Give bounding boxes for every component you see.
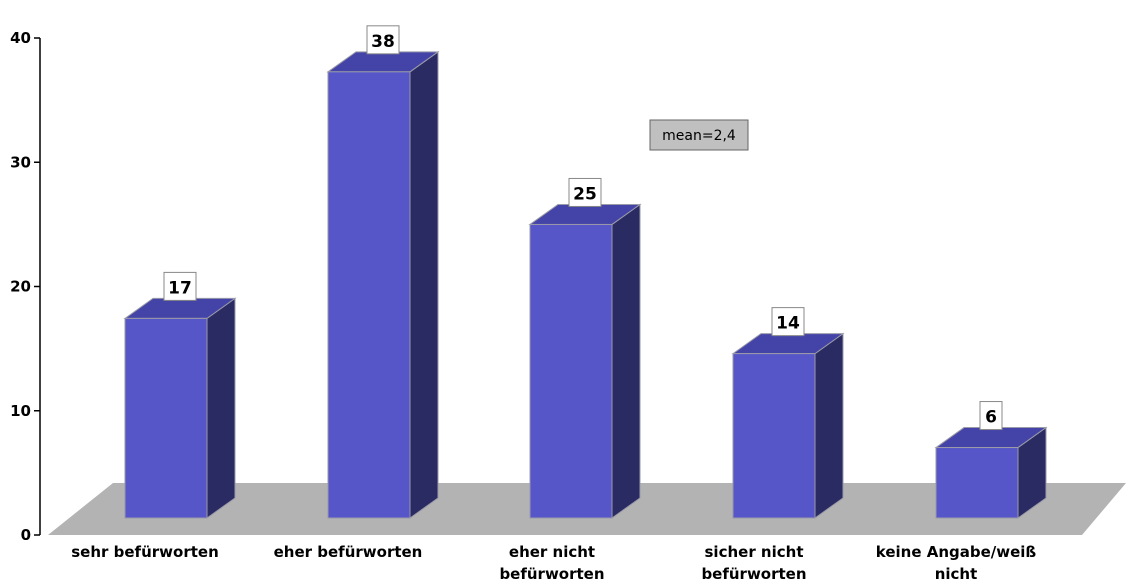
- x-category-label: sicher nicht befürworten: [701, 543, 806, 583]
- bar-front: [529, 223, 613, 519]
- bar: 6: [934, 401, 1048, 519]
- bar: 25: [528, 177, 642, 519]
- x-category-label: sehr befürworten: [71, 543, 219, 561]
- y-tick-label: 0: [21, 526, 31, 544]
- bar-front: [935, 447, 1019, 519]
- data-label: 17: [168, 278, 192, 298]
- y-tick-label: 10: [10, 402, 31, 420]
- bar-front: [327, 71, 411, 519]
- data-label: 6: [985, 408, 997, 428]
- x-category-label: eher nicht befürworten: [499, 543, 604, 583]
- mean-annotation: mean=2,4: [649, 119, 749, 151]
- bar-side: [611, 203, 641, 519]
- data-label: 25: [573, 184, 597, 204]
- data-label-box: [568, 177, 602, 207]
- bar: 38: [326, 25, 440, 519]
- data-label: 38: [371, 32, 395, 52]
- data-label: 14: [776, 314, 800, 334]
- bar: 14: [731, 307, 845, 519]
- bar-front: [124, 317, 208, 519]
- bar-side: [814, 332, 844, 519]
- data-label-box: [163, 271, 197, 301]
- bars: 17 38 25 14 6: [123, 25, 1048, 519]
- bar-side: [409, 50, 439, 519]
- bar: 17: [123, 271, 237, 519]
- bar-front: [732, 353, 816, 519]
- bar-side: [206, 297, 236, 519]
- data-label-box: [979, 401, 1003, 431]
- y-tick-label: 30: [10, 153, 31, 171]
- data-label-box: [366, 25, 400, 55]
- mean-annotation-text: mean=2,4: [662, 128, 736, 144]
- y-axis: 0 10 20 30 40: [10, 29, 41, 544]
- data-label-box: [771, 307, 805, 337]
- x-category-label: eher befürworten: [274, 543, 423, 561]
- x-category-label: keine Angabe/weiß nicht: [876, 543, 1037, 583]
- y-tick-label: 40: [10, 29, 31, 47]
- y-tick-label: 20: [10, 278, 31, 296]
- x-axis-labels: sehr befürworten eher befürworten eher nic…: [71, 543, 1036, 583]
